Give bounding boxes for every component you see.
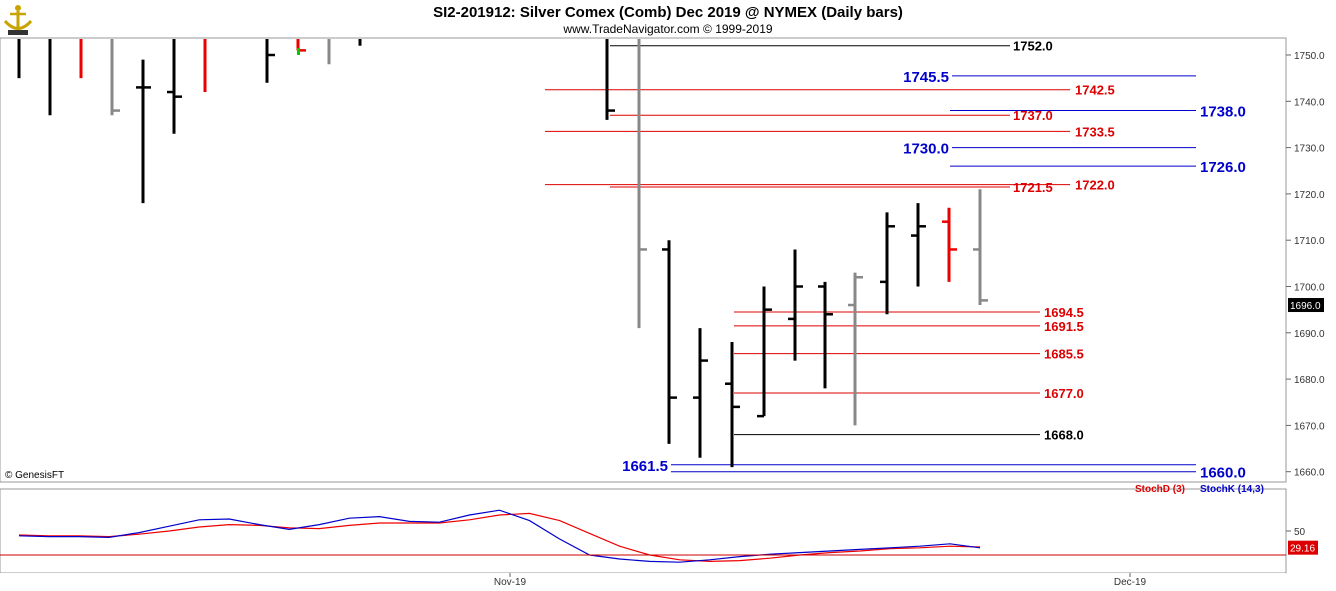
stochastic-lines bbox=[18, 509, 981, 563]
level-label: 1721.5 bbox=[1013, 180, 1053, 195]
date-tick-label: Dec-19 bbox=[1114, 577, 1147, 588]
level-label: 1726.0 bbox=[1200, 159, 1246, 176]
date-axis: Nov-19 Dec-19 bbox=[494, 573, 1147, 588]
ohlc-bar bbox=[605, 39, 615, 120]
ohlc-bar bbox=[848, 272, 863, 426]
level-label: 1660.0 bbox=[1200, 465, 1246, 482]
level-label: 1738.0 bbox=[1200, 104, 1246, 121]
ohlc-bar bbox=[265, 39, 275, 83]
date-axis-area bbox=[0, 573, 1286, 591]
price-axis-area bbox=[1287, 38, 1336, 482]
level-label: 1661.5 bbox=[622, 458, 668, 475]
price-tick-label: 1730.0 bbox=[1294, 144, 1325, 155]
level-label: 1668.0 bbox=[1044, 428, 1084, 443]
ohlc-bar bbox=[788, 249, 803, 361]
ohlc-bar bbox=[136, 59, 151, 204]
level-label: 1694.5 bbox=[1044, 305, 1084, 320]
ohlc-bar bbox=[167, 39, 182, 134]
ohlc-bar bbox=[973, 189, 988, 306]
date-tick-label: Nov-19 bbox=[494, 577, 527, 588]
legend-stoch-k: StochK (14,3) bbox=[1200, 484, 1264, 495]
indicator-panel bbox=[0, 488, 1287, 574]
level-label: 1730.0 bbox=[903, 141, 949, 158]
last-price-box bbox=[1288, 298, 1324, 313]
price-tick-label: 1670.0 bbox=[1294, 421, 1325, 432]
stochastic-axis: 50 29.16 bbox=[0, 527, 1318, 556]
stoch-tick-label: 50 bbox=[1294, 527, 1306, 538]
level-label: 1742.5 bbox=[1075, 83, 1115, 98]
ohlc-bar bbox=[911, 203, 926, 287]
price-tick-label: 1720.0 bbox=[1294, 190, 1325, 201]
price-axis: 1750.0 1740.0 1730.0 1720.0 1710.0 1700.0 1690… bbox=[1286, 51, 1325, 479]
bar-marker bbox=[297, 48, 300, 55]
price-tick-label: 1680.0 bbox=[1294, 375, 1325, 386]
price-tick-label: 1700.0 bbox=[1294, 283, 1325, 294]
copyright-label: © GenesisFT bbox=[5, 470, 64, 481]
stoch-last-box bbox=[1288, 540, 1318, 555]
level-label: 1691.5 bbox=[1044, 319, 1084, 334]
ohlc-bar bbox=[110, 39, 120, 116]
ohlc-bar bbox=[725, 342, 740, 468]
ohlc-bar bbox=[757, 286, 772, 418]
chart-title: SI2-201912: Silver Comex (Comb) Dec 2019… bbox=[433, 4, 903, 21]
level-label: 1733.5 bbox=[1075, 124, 1115, 139]
price-tick-label: 1660.0 bbox=[1294, 468, 1325, 479]
stoch-k-line bbox=[18, 509, 981, 563]
level-label: 1752.0 bbox=[1013, 39, 1053, 54]
level-label: 1737.0 bbox=[1013, 108, 1053, 123]
price-bars bbox=[17, 39, 988, 468]
price-tick-label: 1710.0 bbox=[1294, 236, 1325, 247]
ohlc-bar bbox=[693, 328, 708, 458]
price-tick-label: 1740.0 bbox=[1294, 97, 1325, 108]
price-panel bbox=[0, 37, 1287, 483]
level-label: 1685.5 bbox=[1044, 347, 1084, 362]
stoch-d-line bbox=[18, 512, 981, 563]
level-label: 1745.5 bbox=[903, 69, 949, 86]
chart-subtitle: www.TradeNavigator.com © 1999-2019 bbox=[562, 22, 772, 36]
price-tick-label: 1750.0 bbox=[1294, 51, 1325, 62]
ohlc-bar bbox=[637, 39, 647, 329]
last-price-label: 1696.0 bbox=[1290, 301, 1321, 312]
ohlc-bar bbox=[880, 212, 895, 315]
ohlc-bar bbox=[818, 281, 833, 389]
level-label: 1677.0 bbox=[1044, 386, 1084, 401]
price-tick-label: 1690.0 bbox=[1294, 329, 1325, 340]
price-levels: 1752.0 1745.5 1742.5 1738.0 1737.0 1733.5 1730… bbox=[545, 39, 1246, 482]
stoch-last-label: 29.16 bbox=[1290, 544, 1315, 555]
legend-stoch-d: StochD (3) bbox=[1135, 484, 1185, 495]
ohlc-bar bbox=[662, 240, 677, 444]
ship-anchor-icon bbox=[3, 5, 33, 35]
ohlc-bar bbox=[942, 207, 957, 282]
level-label: 1722.0 bbox=[1075, 178, 1115, 193]
